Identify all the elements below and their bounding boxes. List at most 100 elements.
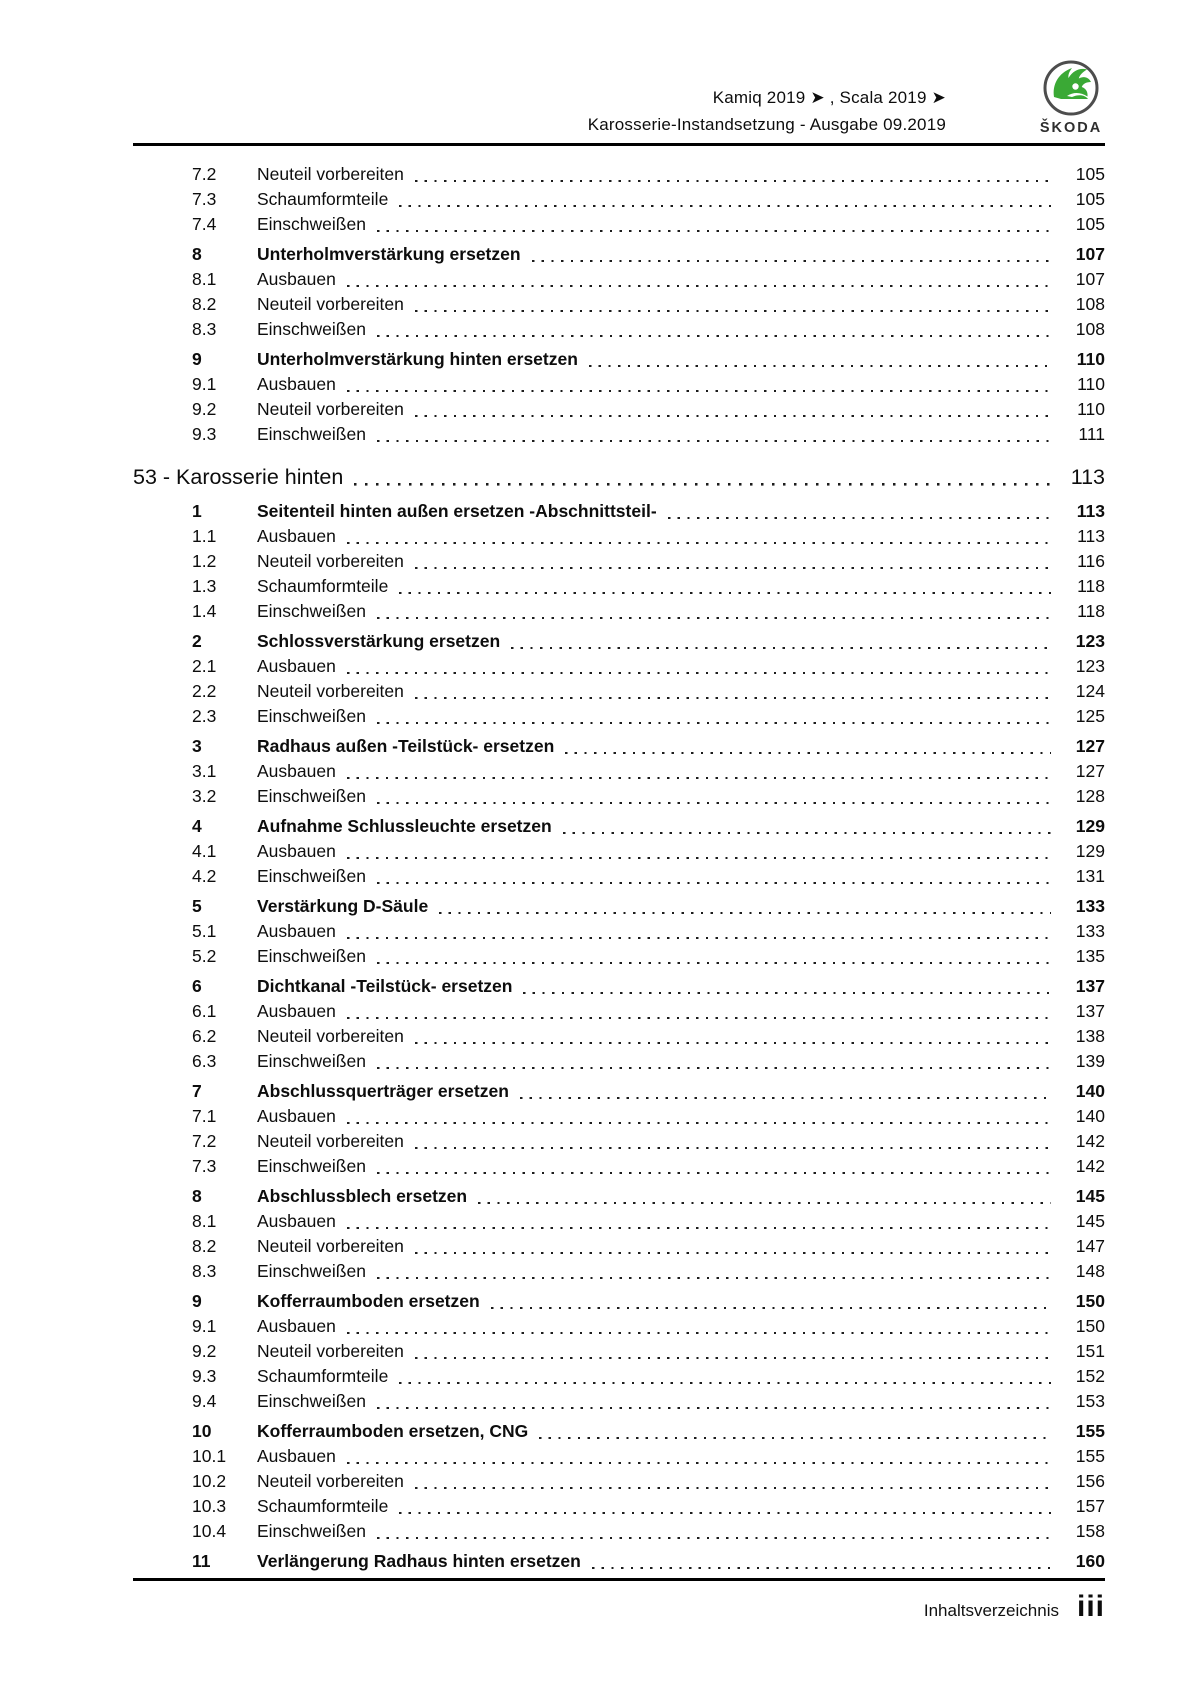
toc-dot-leader bbox=[667, 502, 1051, 524]
toc-entry-row: 8 Abschlussblech ersetzen 145 bbox=[133, 1184, 1105, 1209]
toc-dot-leader bbox=[346, 842, 1051, 864]
toc-dot-leader bbox=[414, 1027, 1051, 1049]
toc-entry-row: 5.1 Ausbauen 133 bbox=[133, 919, 1105, 944]
toc-entry-number: 8.1 bbox=[192, 1211, 217, 1231]
toc-entry-row: 11 Verlängerung Radhaus hinten ersetzen 16… bbox=[133, 1549, 1105, 1574]
toc-entry-page: 129 bbox=[1075, 841, 1105, 861]
toc-entry-page: 157 bbox=[1075, 1496, 1105, 1516]
toc-entry-number: 8.2 bbox=[192, 294, 217, 314]
toc-entry-title: Neuteil vorbereiten bbox=[257, 1026, 404, 1046]
skoda-logo: ŠKODA bbox=[1037, 58, 1105, 138]
toc-entry-number: 2 bbox=[192, 631, 202, 651]
toc-entry-page: 107 bbox=[1075, 269, 1105, 289]
toc-entry-page: 131 bbox=[1075, 866, 1105, 886]
page-header: Kamiq 2019 ➤ , Scala 2019 ➤ Karosserie-I… bbox=[133, 0, 1105, 138]
toc-entry-number: 10.1 bbox=[192, 1446, 227, 1466]
toc-entry-number: 1.2 bbox=[192, 551, 217, 571]
toc-entry-number: 2.2 bbox=[192, 681, 217, 701]
toc-entry-row: 1.1 Ausbauen 113 bbox=[133, 524, 1105, 549]
toc-entry-row: 3.2 Einschweißen 128 bbox=[133, 784, 1105, 809]
header-doc-title: Karosserie-Instandsetzung - Ausgabe 09.2… bbox=[587, 115, 946, 134]
toc-entry-number: 6.3 bbox=[192, 1051, 217, 1071]
toc-entry-page: 145 bbox=[1075, 1211, 1105, 1231]
toc-entry-row: 7.2 Neuteil vorbereiten 105 bbox=[133, 162, 1105, 187]
toc-entry-page: 135 bbox=[1075, 946, 1105, 966]
toc-entry-number: 5.2 bbox=[192, 946, 217, 966]
toc-entry-page: 140 bbox=[1075, 1081, 1105, 1101]
toc-entry-page: 110 bbox=[1077, 399, 1105, 419]
toc-entry-page: 152 bbox=[1075, 1366, 1105, 1386]
toc-dot-leader bbox=[376, 215, 1051, 237]
toc-entry-row: 4.2 Einschweißen 131 bbox=[133, 864, 1105, 889]
toc-entry-row: 5 Verstärkung D-Säule 133 bbox=[133, 894, 1105, 919]
footer-page-number: iii bbox=[1076, 1590, 1105, 1623]
toc-entry-row: 2.1 Ausbauen 123 bbox=[133, 654, 1105, 679]
toc-entry-title: Kofferraumboden ersetzen bbox=[257, 1291, 480, 1311]
toc-entry-page: 118 bbox=[1077, 601, 1105, 621]
toc-entry-number: 9 bbox=[192, 349, 202, 369]
toc-entry-page: 127 bbox=[1075, 736, 1105, 756]
footer-divider bbox=[133, 1578, 1105, 1581]
toc-dot-leader bbox=[376, 320, 1051, 342]
toc-entry-number: 8 bbox=[192, 1186, 202, 1206]
toc-dot-leader bbox=[562, 817, 1051, 839]
toc-entry-row: 3 Radhaus außen -Teilstück- ersetzen 127 bbox=[133, 734, 1105, 759]
footer-section-label: Inhaltsverzeichnis bbox=[923, 1601, 1059, 1620]
toc-entry-number: 4 bbox=[192, 816, 202, 836]
toc-entry-page: 137 bbox=[1075, 1001, 1105, 1021]
toc-entry-page: 142 bbox=[1075, 1131, 1105, 1151]
toc-dot-leader bbox=[414, 1237, 1051, 1259]
toc-entry-number: 9.2 bbox=[192, 399, 217, 419]
toc-entry-number: 7.2 bbox=[192, 164, 217, 184]
toc-entry-number: 4.1 bbox=[192, 841, 217, 861]
toc-chapter-title: 53 - Karosserie hinten bbox=[133, 465, 344, 489]
toc-entry-page: 108 bbox=[1075, 294, 1105, 314]
toc-entry-title: Seitenteil hinten außen ersetzen -Abschn… bbox=[257, 501, 657, 521]
toc-dot-leader bbox=[346, 1107, 1051, 1129]
toc-entry-row: 10.4 Einschweißen 158 bbox=[133, 1519, 1105, 1544]
toc-entry-row: 2.2 Neuteil vorbereiten 124 bbox=[133, 679, 1105, 704]
toc-entry-row: 3.1 Ausbauen 127 bbox=[133, 759, 1105, 784]
toc-dot-leader bbox=[346, 527, 1051, 549]
toc-entry-title: Einschweißen bbox=[257, 601, 366, 621]
toc-dot-leader bbox=[414, 400, 1051, 422]
toc-entry-number: 7.4 bbox=[192, 214, 217, 234]
toc-entry-page: 113 bbox=[1070, 465, 1105, 489]
toc-dot-leader bbox=[414, 295, 1051, 317]
toc-entry-row: 8.2 Neuteil vorbereiten 108 bbox=[133, 292, 1105, 317]
toc-entry-number: 10 bbox=[192, 1421, 212, 1441]
toc-entry-row: 8.1 Ausbauen 107 bbox=[133, 267, 1105, 292]
header-divider bbox=[133, 143, 1105, 146]
toc-entry-page: 107 bbox=[1075, 244, 1105, 264]
toc-entry-page: 153 bbox=[1075, 1391, 1105, 1411]
toc-entry-page: 128 bbox=[1075, 786, 1105, 806]
toc-entry-title: Schaumformteile bbox=[257, 1496, 389, 1516]
toc-entry-number: 7 bbox=[192, 1081, 202, 1101]
toc-entry-row: 10.2 Neuteil vorbereiten 156 bbox=[133, 1469, 1105, 1494]
toc-entry-row: 10.3 Schaumformteile 157 bbox=[133, 1494, 1105, 1519]
toc-entry-number: 10.3 bbox=[192, 1496, 227, 1516]
toc-dot-leader bbox=[376, 1522, 1051, 1544]
toc-entry-page: 123 bbox=[1075, 631, 1105, 651]
toc-entry-title: Verlängerung Radhaus hinten ersetzen bbox=[257, 1551, 581, 1571]
toc-entry-title: Neuteil vorbereiten bbox=[257, 1341, 404, 1361]
toc-entry-title: Ausbauen bbox=[257, 1106, 336, 1126]
toc-entry-row: 9.2 Neuteil vorbereiten 110 bbox=[133, 397, 1105, 422]
toc-entry-title: Einschweißen bbox=[257, 214, 366, 234]
toc-entry-title: Unterholmverstärkung ersetzen bbox=[257, 244, 521, 264]
toc-dot-leader bbox=[588, 350, 1051, 372]
toc-entry-number: 9.2 bbox=[192, 1341, 217, 1361]
toc-dot-leader bbox=[511, 632, 1051, 654]
toc-dot-leader bbox=[414, 1132, 1051, 1154]
toc-entry-row: 5.2 Einschweißen 135 bbox=[133, 944, 1105, 969]
toc-entry-title: Dichtkanal -Teilstück- ersetzen bbox=[257, 976, 513, 996]
toc-dot-leader bbox=[346, 657, 1051, 679]
toc-entry-row: 1.2 Neuteil vorbereiten 116 bbox=[133, 549, 1105, 574]
toc-entry-row: 6.1 Ausbauen 137 bbox=[133, 999, 1105, 1024]
toc-entry-number: 8 bbox=[192, 244, 202, 264]
toc-entry-number: 5 bbox=[192, 896, 202, 916]
toc-entry-title: Neuteil vorbereiten bbox=[257, 294, 404, 314]
toc-entry-page: 110 bbox=[1076, 349, 1105, 369]
toc-entry-page: 139 bbox=[1075, 1051, 1105, 1071]
toc-entry-page: 127 bbox=[1075, 761, 1105, 781]
